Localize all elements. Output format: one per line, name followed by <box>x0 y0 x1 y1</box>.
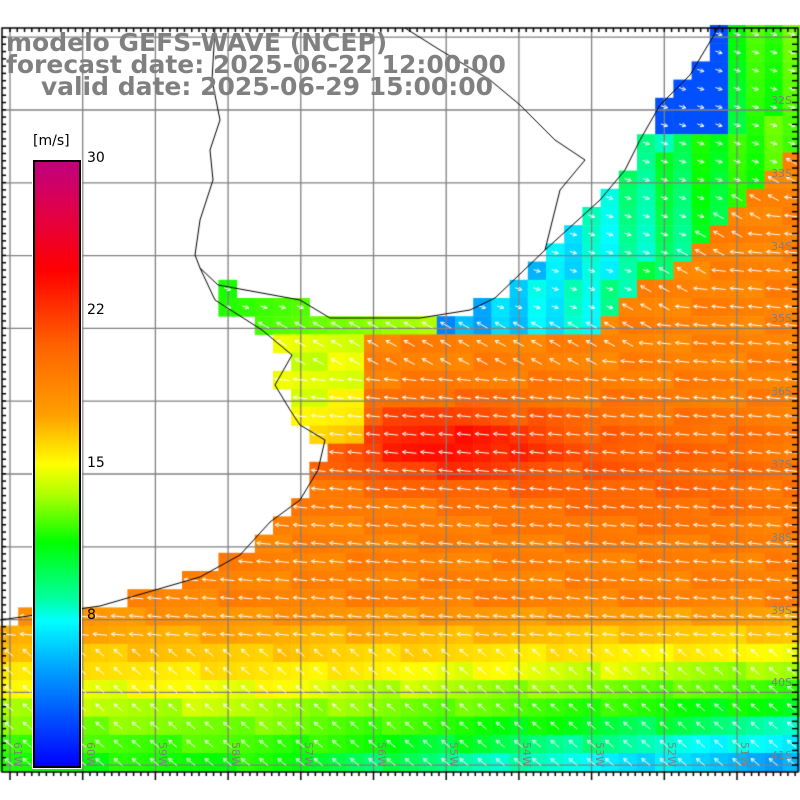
longitude-label: 54W <box>519 742 533 767</box>
colorbar-gradient <box>32 159 82 769</box>
longitude-label: 61W <box>11 742 24 767</box>
latitude-label: 32S <box>771 94 792 107</box>
longitude-label: 60W <box>83 742 97 767</box>
latitude-label: 36S <box>771 385 792 399</box>
colorbar-unit: [m/s] <box>33 133 70 149</box>
latitude-label: 41S <box>771 749 792 763</box>
forecast-date: forecast date: 2025-06-22 12:00:00 <box>6 50 506 79</box>
longitude-label: 59W <box>156 742 170 767</box>
longitude-label: 52W <box>665 742 679 767</box>
colorbar-tick: 30 <box>87 150 105 166</box>
latitude-label: 40S <box>771 676 792 690</box>
valid-date: valid date: 2025-06-29 15:00:00 <box>6 72 494 101</box>
longitude-label: 51W <box>738 742 751 767</box>
colorbar-tick: 22 <box>87 302 105 318</box>
latitude-label: 35S <box>771 312 792 326</box>
latitude-label: 39S <box>771 603 792 617</box>
longitude-label: 58W <box>229 742 243 767</box>
longitude-label: 53W <box>592 742 606 767</box>
colorbar-tick: 8 <box>87 607 96 623</box>
longitude-label: 55W <box>447 742 461 767</box>
model-title: modelo GEFS-WAVE (NCEP) <box>6 28 388 57</box>
longitude-label: 57W <box>301 742 315 767</box>
latitude-label: 33S <box>771 166 792 180</box>
latitude-label: 38S <box>771 530 792 544</box>
colorbar-tick: 15 <box>87 455 105 471</box>
latitude-label: 37S <box>771 458 792 471</box>
latitude-label: 34S <box>771 239 792 253</box>
longitude-label: 56W <box>374 742 388 767</box>
